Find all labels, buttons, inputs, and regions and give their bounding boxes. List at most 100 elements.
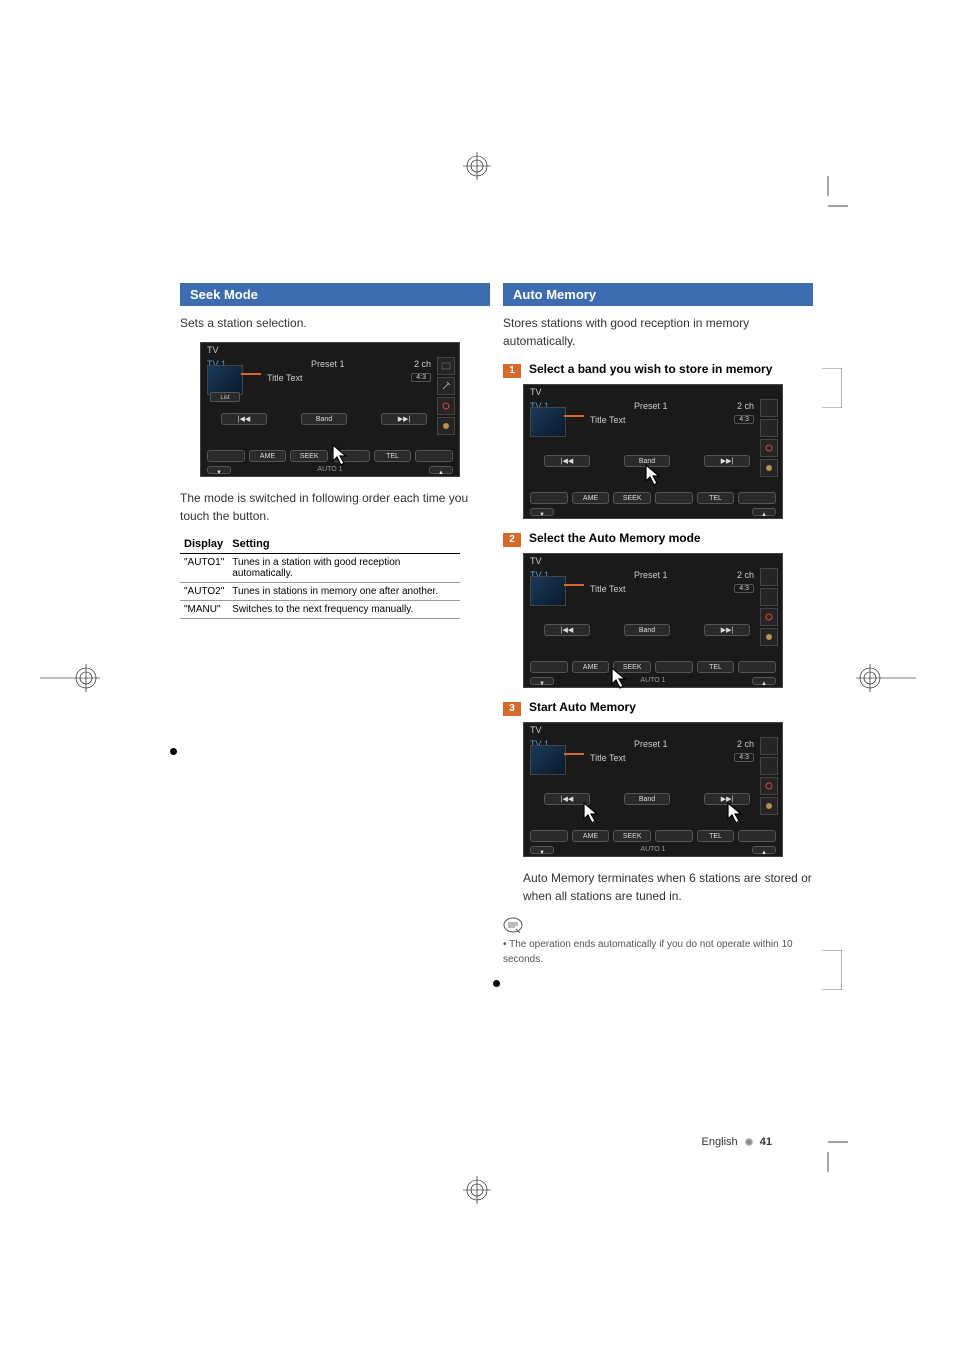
- tv-icon-keyboard[interactable]: [760, 399, 778, 417]
- tv-bottom-btn-0[interactable]: [530, 492, 568, 504]
- tv-4-3-badge: 4:3: [734, 753, 754, 762]
- tv-preset: Preset 1: [634, 739, 668, 749]
- table-row: "AUTO2" Tunes in stations in memory one …: [180, 583, 460, 601]
- tv-preset: Preset 1: [634, 570, 668, 580]
- tv-bottom-btn-0[interactable]: [530, 830, 568, 842]
- table-cell: "AUTO2": [180, 583, 228, 601]
- tv-4-3-badge: 4:3: [734, 584, 754, 593]
- tv-icon-record[interactable]: [760, 608, 778, 626]
- table-cell: "AUTO1": [180, 554, 228, 583]
- tv-thumbnail: [530, 576, 566, 606]
- tv-bottom-btn-0[interactable]: [207, 450, 245, 462]
- step-1: 1 Select a band you wish to store in mem…: [503, 362, 813, 378]
- tv-bottom-btn-3[interactable]: [655, 661, 693, 673]
- tv-source: TV: [530, 387, 542, 397]
- table-cell: Tunes in a station with good reception a…: [228, 554, 460, 583]
- tv-bottom-btn-ame[interactable]: AME: [572, 830, 610, 842]
- tv-icon-nav[interactable]: [760, 628, 778, 646]
- tv-status-bar: ▼ AUTO 1 ▲: [530, 846, 776, 854]
- tv-icon-record[interactable]: [760, 777, 778, 795]
- tv-bottom-btn-ame[interactable]: AME: [249, 450, 287, 462]
- tv-icon-nav[interactable]: [437, 417, 455, 435]
- tv-bottom-btn-seek[interactable]: SEEK: [613, 830, 651, 842]
- tv-bottom-bar: AME SEEK TEL: [530, 661, 776, 673]
- tv-icon-tool[interactable]: [760, 757, 778, 775]
- registration-left: [40, 664, 68, 692]
- tv-band-btn[interactable]: Band: [624, 793, 670, 805]
- tv-prev-btn[interactable]: |◀◀: [221, 413, 267, 425]
- tv-bottom-btn-3[interactable]: [655, 830, 693, 842]
- tv-title-text: Title Text: [590, 584, 626, 594]
- tv-bottom-btn-ame[interactable]: AME: [572, 492, 610, 504]
- tv-icon-keyboard[interactable]: [760, 568, 778, 586]
- registration-top: [463, 152, 491, 180]
- tv-status-text: AUTO 1: [640, 677, 665, 685]
- auto-memory-desc: Auto Memory terminates when 6 stations a…: [523, 869, 813, 905]
- crop-tr: [798, 176, 848, 226]
- tv-icon-tool[interactable]: [760, 419, 778, 437]
- tv-sidebar-icons: [437, 357, 457, 437]
- tv-status-bar: ▼ ▲: [530, 508, 776, 516]
- tv-bottom-btn-5[interactable]: [415, 450, 453, 462]
- tv-next-btn[interactable]: ▶▶|: [704, 624, 750, 636]
- cursor-icon: [327, 443, 351, 469]
- tv-bottom-btn-tel[interactable]: TEL: [374, 450, 412, 462]
- tv-bottom-btn-5[interactable]: [738, 661, 776, 673]
- tv-band-btn[interactable]: Band: [301, 413, 347, 425]
- tv-next-btn[interactable]: ▶▶|: [381, 413, 427, 425]
- tv-icon-nav[interactable]: [760, 797, 778, 815]
- step-num: 3: [503, 702, 521, 716]
- tv-bottom-btn-seek[interactable]: SEEK: [290, 450, 328, 462]
- auto-memory-header: Auto Memory: [503, 283, 813, 306]
- tv-bottom-btn-0[interactable]: [530, 661, 568, 673]
- tv-channel: 2 ch: [737, 570, 754, 580]
- tv-bottom-btn-5[interactable]: [738, 830, 776, 842]
- tv-icon-record[interactable]: [437, 397, 455, 415]
- tv-bottom-bar: AME SEEK TEL: [530, 830, 776, 842]
- step-title: Select a band you wish to store in memor…: [529, 362, 772, 376]
- cursor-icon: [722, 801, 746, 827]
- tv-icon-tool[interactable]: [760, 588, 778, 606]
- crop-br: [798, 1122, 848, 1172]
- side-mark-br: [822, 950, 842, 990]
- note-content: The operation ends automatically if you …: [503, 939, 793, 965]
- tv-channel: 2 ch: [737, 739, 754, 749]
- edge-dot-right: [493, 980, 500, 987]
- tv-panel-step1: TV TV 1 Preset 1 2 ch Title Text 4:3 |◀◀…: [523, 384, 783, 519]
- step-3: 3 Start Auto Memory: [503, 700, 813, 716]
- tv-panel-step2: TV TV 1 Preset 1 2 ch Title Text 4:3 |◀◀…: [523, 553, 783, 688]
- tv-list-btn[interactable]: List: [210, 392, 240, 402]
- tv-icon-keyboard[interactable]: [437, 357, 455, 375]
- cursor-icon: [578, 801, 602, 827]
- auto-memory-section: Auto Memory Stores stations with good re…: [503, 283, 813, 967]
- tv-title-text: Title Text: [267, 373, 303, 383]
- tv-bottom-btn-tel[interactable]: TEL: [697, 661, 735, 673]
- tv-bottom-btn-5[interactable]: [738, 492, 776, 504]
- tv-panel-step3: TV TV 1 Preset 1 2 ch Title Text 4:3 |◀◀…: [523, 722, 783, 857]
- tv-icon-tool[interactable]: [437, 377, 455, 395]
- tv-icon-record[interactable]: [760, 439, 778, 457]
- tv-prev-btn[interactable]: |◀◀: [544, 455, 590, 467]
- tv-source: TV: [207, 345, 219, 355]
- step-title: Start Auto Memory: [529, 700, 636, 714]
- page-footer: English 41: [702, 1136, 772, 1148]
- tv-bottom-btn-ame[interactable]: AME: [572, 661, 610, 673]
- tv-channel: 2 ch: [737, 401, 754, 411]
- tv-bottom-btn-seek[interactable]: SEEK: [613, 492, 651, 504]
- tv-panel-seek: TV TV 1 Preset 1 2 ch List Title Text 4:…: [200, 342, 460, 477]
- tv-thumbnail: [530, 407, 566, 437]
- step-2: 2 Select the Auto Memory mode: [503, 531, 813, 547]
- tv-next-btn[interactable]: ▶▶|: [704, 455, 750, 467]
- tv-prev-btn[interactable]: |◀◀: [544, 624, 590, 636]
- tv-icon-nav[interactable]: [760, 459, 778, 477]
- tv-band-btn[interactable]: Band: [624, 624, 670, 636]
- tv-icon-keyboard[interactable]: [760, 737, 778, 755]
- tv-bottom-btn-tel[interactable]: TEL: [697, 830, 735, 842]
- tv-accent-line: [564, 753, 584, 755]
- cursor-icon: [640, 463, 664, 489]
- seek-mode-intro: Sets a station selection.: [180, 314, 490, 332]
- tv-bottom-btn-tel[interactable]: TEL: [697, 492, 735, 504]
- tv-channel: 2 ch: [414, 359, 431, 369]
- tv-bottom-btn-3[interactable]: [655, 492, 693, 504]
- tv-thumbnail: [530, 745, 566, 775]
